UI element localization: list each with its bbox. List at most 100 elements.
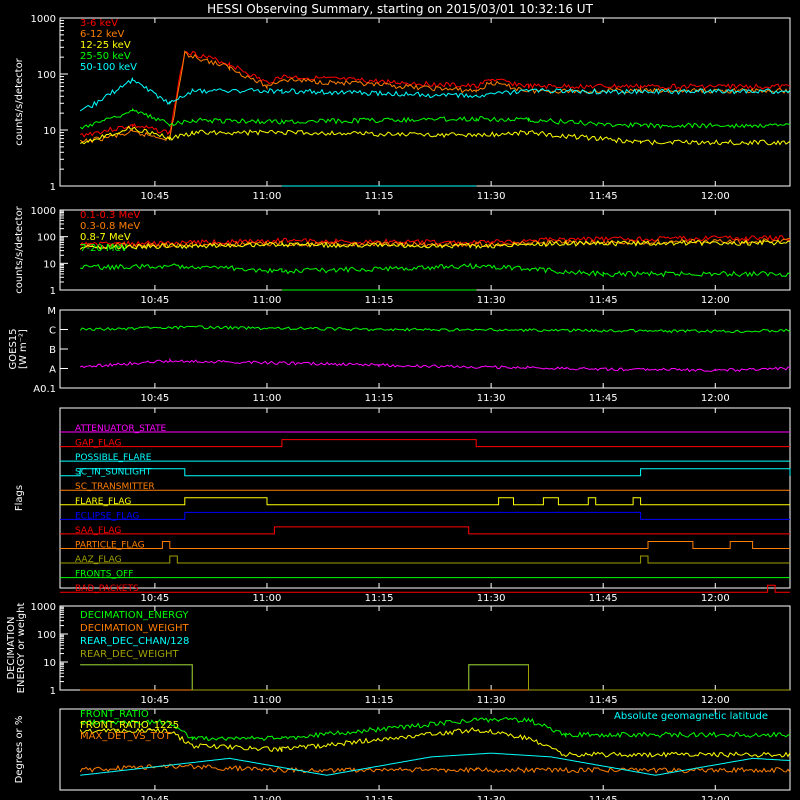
flag-label: SC_TRANSMITTER [75, 482, 155, 492]
x-tick-label: 11:00 [253, 695, 282, 706]
y-tick-label: 100 [37, 233, 56, 244]
legend-entry: FRONT_RATIO_1225 [80, 720, 179, 731]
y-tick-label: 1000 [31, 602, 56, 613]
y-axis-label: GOES15 [8, 328, 19, 369]
y-axis-label: counts/s/detector [14, 57, 25, 145]
y-tick-label: 1000 [31, 14, 56, 25]
y-tick-label: C [49, 326, 56, 337]
panel-3: 10:45 11:00 11:15 11:30 11:45 12:00 GOES15 [W m… [8, 306, 791, 404]
y-tick-label: A0.1 [33, 384, 56, 395]
flag-label: BAD_PACKETS [75, 584, 139, 594]
x-tick-label: 10:45 [140, 593, 169, 604]
flag-label: ECLIPSE_FLAG [75, 511, 139, 521]
legend-entry: Absolute geomagnetic latitude [614, 711, 768, 722]
x-tick-label: 11:30 [477, 295, 506, 306]
series-line [80, 357, 790, 373]
legend-entry: MAX_DET_VS_TOT [80, 731, 172, 742]
x-tick-label: 10:45 [140, 191, 169, 202]
x-tick-label: 11:15 [365, 593, 394, 604]
x-tick-label: 11:45 [589, 191, 618, 202]
y-tick-label: 1 [50, 286, 56, 297]
series-line [79, 726, 791, 758]
y-tick-label: 10 [43, 658, 56, 669]
x-tick-label: 12:00 [701, 593, 730, 604]
legend-entry: 6-12 keV [80, 29, 124, 40]
x-tick-label: 11:30 [477, 695, 506, 706]
x-tick-label: 12:00 [701, 393, 730, 404]
x-tick-label: 10:45 [140, 695, 169, 706]
panel-4: 10:45 11:00 11:15 11:30 11:45 12:00 Flags ATTEN… [14, 407, 791, 604]
flag-label: SC_IN_SUNLIGHT [75, 468, 152, 478]
figure-title: HESSI Observing Summary, starting on 201… [207, 2, 593, 16]
flag-line [60, 555, 790, 564]
x-tick-label: 11:45 [589, 295, 618, 306]
flag-label: SAA_FLAG [75, 526, 121, 536]
y-axis-label: Flags [14, 485, 25, 511]
x-tick-label: 11:45 [589, 593, 618, 604]
legend-entry: REAR_DEC_WEIGHT [80, 649, 179, 660]
x-tick-label: 11:30 [477, 593, 506, 604]
legend-entry: REAR_DEC_CHAN/128 [80, 636, 189, 647]
flag-line [60, 511, 790, 520]
y-axis-label: [W m⁻²] [18, 329, 29, 369]
y-tick-label: A [49, 365, 56, 376]
legend-entry: FRONT_RATIO [80, 709, 149, 720]
legend-entry: DECIMATION_WEIGHT [80, 623, 189, 634]
flag-label: GAP_FLAG [75, 439, 121, 449]
legend-entry: 0.8-7 MeV [80, 232, 131, 243]
x-tick-label: 11:30 [477, 393, 506, 404]
x-tick-label: 11:15 [365, 295, 394, 306]
x-tick-label: 11:45 [589, 393, 618, 404]
y-axis-label: ENERGY or weight [16, 603, 27, 694]
legend-entry: 0.1-0.3 MeV [80, 210, 140, 221]
legend-entry: DECIMATION_ENERGY [80, 610, 189, 621]
x-tick-label: 10:45 [140, 295, 169, 306]
flag-line [60, 439, 790, 448]
legend-entry: 3-6 keV [80, 18, 118, 29]
flag-label: PARTICLE_FLAG [75, 540, 145, 550]
y-tick-label: 10 [43, 126, 56, 137]
y-axis-label: Degrees or % [14, 716, 25, 784]
x-tick-label: 11:30 [477, 191, 506, 202]
y-tick-label: 1000 [31, 206, 56, 217]
y-tick-label: 1 [50, 182, 56, 193]
x-tick-label: 12:00 [701, 795, 730, 800]
x-tick-label: 11:30 [477, 795, 506, 800]
flag-label: FLARE_FLAG [75, 497, 131, 507]
x-tick-label: 11:00 [253, 393, 282, 404]
panel-6: 10:45 11:00 11:15 11:30 11:45 12:00 Degrees or… [14, 708, 791, 800]
series-line [79, 234, 791, 249]
legend-entry: 50-100 keV [80, 62, 137, 73]
panel-1: 10:45 11:00 11:15 11:30 11:45 12:00 counts/s/d… [14, 14, 791, 202]
x-tick-label: 11:45 [589, 695, 618, 706]
flag-label: AAZ_FLAG [75, 555, 122, 565]
x-tick-label: 11:00 [253, 795, 282, 800]
series-line [79, 239, 791, 250]
y-tick-label: 10 [43, 259, 56, 270]
y-axis-label: counts/s/detector [14, 205, 25, 293]
plot-frame [59, 407, 791, 589]
series-line [79, 325, 791, 334]
series-line [80, 664, 790, 691]
series-line [79, 77, 791, 112]
y-tick-label: 1 [50, 686, 56, 697]
y-tick-label: B [49, 345, 56, 356]
x-tick-label: 11:15 [365, 191, 394, 202]
flag-label: FRONTS_OFF [75, 570, 133, 580]
x-tick-label: 11:15 [365, 795, 394, 800]
legend-entry: 12-25 keV [80, 40, 131, 51]
legend-entry: 25-50 keV [80, 51, 131, 62]
series-line [79, 50, 791, 138]
flag-label: POSSIBLE_FLARE [75, 453, 152, 463]
series-line [79, 125, 791, 146]
x-tick-label: 10:45 [140, 393, 169, 404]
legend-entry: 7-20 MeV [80, 243, 128, 254]
series-line [79, 50, 791, 144]
series-line [79, 107, 791, 130]
legend-entry: 0.3-0.8 MeV [80, 221, 140, 232]
x-tick-label: 10:45 [140, 795, 169, 800]
y-axis-label: DECIMATION [6, 616, 17, 679]
x-tick-label: 11:15 [365, 393, 394, 404]
flag-line [60, 584, 790, 593]
